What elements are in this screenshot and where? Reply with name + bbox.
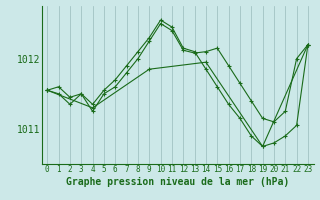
X-axis label: Graphe pression niveau de la mer (hPa): Graphe pression niveau de la mer (hPa) <box>66 177 289 187</box>
